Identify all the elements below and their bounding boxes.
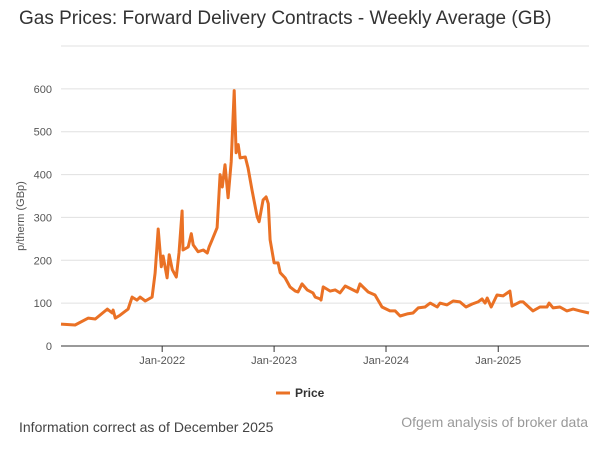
legend-label: Price [295,386,325,400]
y-tick-label: 100 [34,298,52,310]
x-tick-label: Jan-2022 [139,355,185,367]
y-tick-label: 600 [34,84,52,96]
x-tick-label: Jan-2024 [363,355,409,367]
footer-note: Information correct as of December 2025 [19,419,274,435]
y-tick-label: 500 [34,127,52,139]
y-axis-label: p/therm (GBp) [15,181,27,251]
y-tick-label: 0 [46,341,52,353]
chart-title: Gas Prices: Forward Delivery Contracts -… [19,8,552,29]
x-tick-label: Jan-2025 [475,355,521,367]
x-tick-label: Jan-2023 [251,355,297,367]
y-tick-label: 300 [34,212,52,224]
y-tick-label: 400 [34,170,52,182]
y-tick-label: 200 [34,255,52,267]
series-line-price [60,89,590,327]
source-credit: Ofgem analysis of broker data [401,414,588,430]
